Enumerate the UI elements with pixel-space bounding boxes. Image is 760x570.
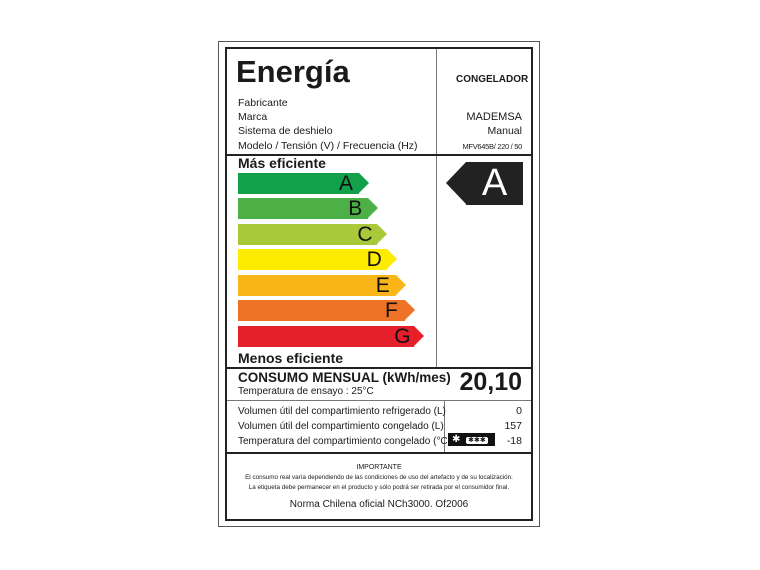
volume-value-congelado: 157 xyxy=(504,420,522,432)
energy-class-letter: B xyxy=(348,197,363,220)
energy-label xyxy=(225,47,533,521)
energy-class-letter: G xyxy=(394,325,411,348)
appliance-type: CONGELADOR xyxy=(456,74,529,85)
important-line-2: La etiqueta debe permanecer en el produc… xyxy=(248,484,510,491)
energy-class-letter: D xyxy=(366,248,382,271)
rating-letter: A xyxy=(481,162,508,204)
energy-class-letter: C xyxy=(357,223,373,246)
volume-label-congelado: Volumen útil del compartimiento congelad… xyxy=(238,421,444,432)
three-star-icon: ✱✱✱ xyxy=(466,437,488,444)
energy-class-bar-f: F xyxy=(238,299,415,322)
scale-bottom-label: Menos eficiente xyxy=(238,350,344,366)
freezer-star-icon: ✱ xyxy=(452,434,461,445)
consumption-label: CONSUMO MENSUAL (kWh/mes) xyxy=(238,370,451,385)
energy-class-letter: F xyxy=(385,299,398,322)
divider xyxy=(227,452,531,454)
column-divider-volumes xyxy=(444,400,445,452)
norm-reference: Norma Chilena oficial NCh3000. Of2006 xyxy=(289,499,469,510)
energy-class-bar-e: E xyxy=(238,274,406,297)
label-title: Energía xyxy=(236,54,350,89)
energy-class-bar-b: B xyxy=(238,197,379,220)
important-line-1: El consumo real varía dependiendo de las… xyxy=(245,474,513,481)
energy-class-letter: A xyxy=(339,172,354,195)
scale-top-label: Más eficiente xyxy=(238,155,326,171)
volume-label-refrigerado: Volumen útil del compartimiento refriger… xyxy=(238,406,446,417)
important-heading: IMPORTANTE xyxy=(356,464,402,471)
temperature-label-congelado: Temperatura del compartimiento congelado… xyxy=(238,436,451,447)
field-value-deshielo: Manual xyxy=(487,125,522,137)
energy-class-bar-c: C xyxy=(238,223,388,246)
field-label-deshielo: Sistema de deshielo xyxy=(238,125,333,137)
divider xyxy=(227,154,531,156)
energy-class-bar-g: G xyxy=(238,325,425,348)
energy-class-letter: E xyxy=(375,274,390,297)
test-temperature: Temperatura de ensayo : 25°C xyxy=(238,386,374,397)
field-label-fabricante: Fabricante xyxy=(238,97,288,109)
field-label-modelo: Modelo / Tensión (V) / Frecuencia (Hz) xyxy=(238,140,418,152)
energy-class-bar-d: D xyxy=(238,248,397,271)
energy-class-bar-a: A xyxy=(238,172,369,195)
column-divider xyxy=(436,49,437,368)
divider xyxy=(227,400,531,401)
volume-value-refrigerado: 0 xyxy=(516,405,522,417)
consumption-value: 20,10 xyxy=(459,368,522,396)
rating-arrow: A xyxy=(446,162,523,205)
field-value-marca: MADEMSA xyxy=(466,111,522,123)
temperature-value-congelado: -18 xyxy=(506,435,522,447)
label-outer-frame xyxy=(218,41,540,527)
star-rating-badge: ✱ ✱✱✱ xyxy=(448,433,495,446)
divider xyxy=(227,367,531,369)
field-label-marca: Marca xyxy=(238,111,268,123)
field-value-modelo: MFV645B/ 220 / 50 xyxy=(462,142,522,151)
